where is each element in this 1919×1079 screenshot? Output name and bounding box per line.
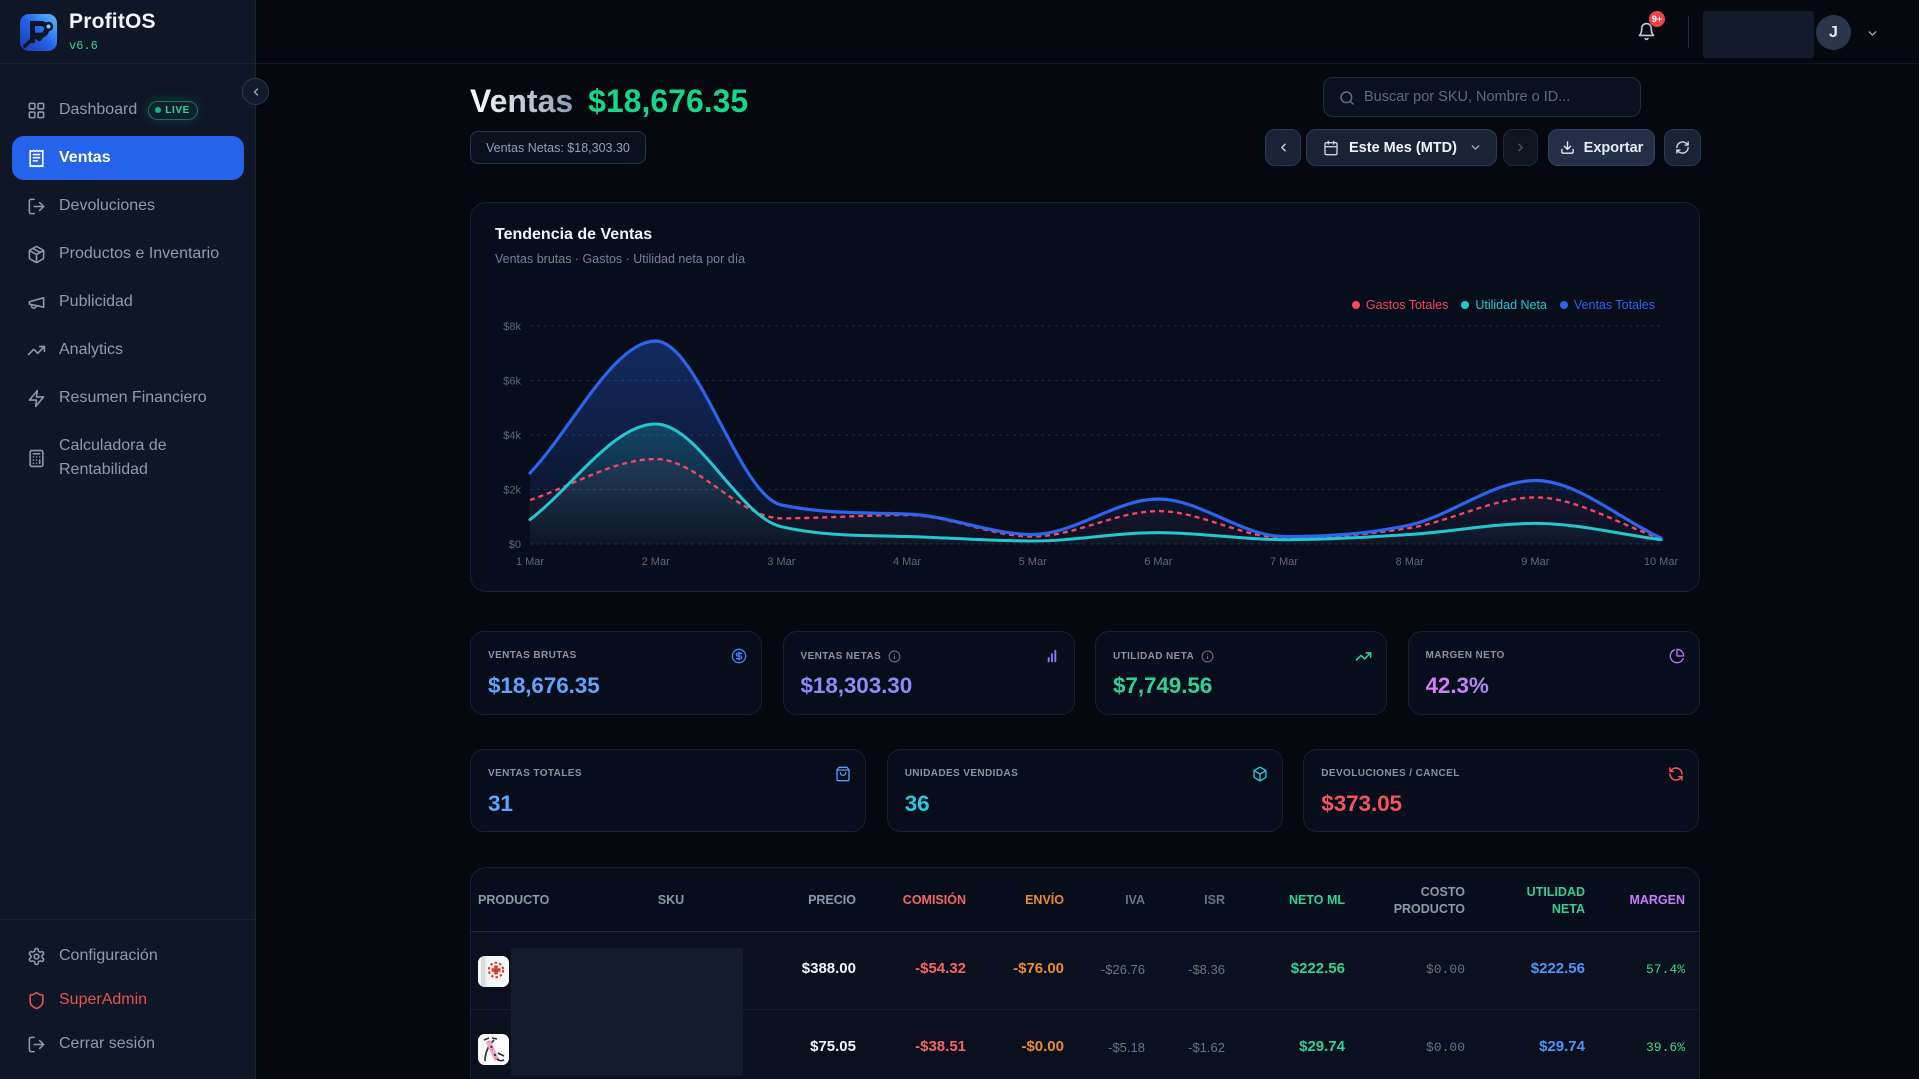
svg-text:4 Mar: 4 Mar (893, 556, 921, 568)
svg-text:8 Mar: 8 Mar (1396, 556, 1424, 568)
svg-text:7 Mar: 7 Mar (1270, 556, 1298, 568)
svg-text:2 Mar: 2 Mar (642, 556, 670, 568)
svg-text:1 Mar: 1 Mar (516, 556, 544, 568)
svg-text:$6k: $6k (503, 376, 521, 388)
svg-text:3 Mar: 3 Mar (767, 556, 795, 568)
svg-text:$8k: $8k (503, 321, 521, 333)
svg-text:10 Mar: 10 Mar (1644, 556, 1679, 568)
svg-text:$4k: $4k (503, 430, 521, 442)
svg-text:5 Mar: 5 Mar (1019, 556, 1047, 568)
svg-text:$2k: $2k (503, 485, 521, 497)
svg-text:6 Mar: 6 Mar (1144, 556, 1172, 568)
svg-text:9 Mar: 9 Mar (1521, 556, 1549, 568)
svg-text:$0: $0 (509, 539, 521, 551)
